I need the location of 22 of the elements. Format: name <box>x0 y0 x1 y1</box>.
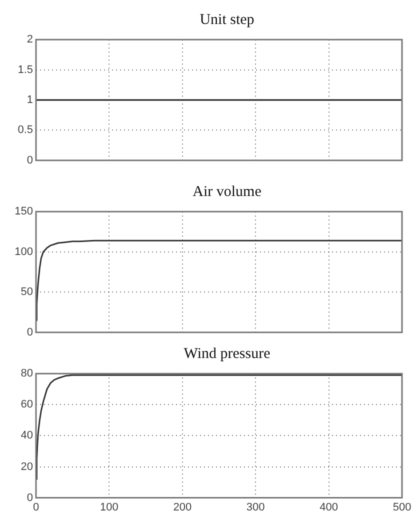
y-tick-label: 0 <box>26 154 33 166</box>
y-tick-label: 100 <box>14 246 33 258</box>
chart-title: Air volume <box>192 183 262 202</box>
y-tick-label: 20 <box>20 460 33 473</box>
x-tick-label: 300 <box>246 501 265 514</box>
y-tick-label: 1 <box>26 94 33 106</box>
x-tick-label: 200 <box>173 501 192 514</box>
x-tick-label: 400 <box>320 501 338 514</box>
y-tick-label: 80 <box>20 368 33 380</box>
y-tick-label: 0 <box>26 326 33 338</box>
y-tick-label: 150 <box>14 206 33 218</box>
x-tick-label: 500 <box>392 501 412 514</box>
y-tick-label: 40 <box>20 430 33 442</box>
y-tick-label: 0.5 <box>18 124 33 136</box>
y-tick-label: 60 <box>20 398 33 411</box>
chart-title: Wind pressure <box>182 345 272 364</box>
y-tick-label: 2 <box>26 34 33 46</box>
x-tick-label: 100 <box>100 501 118 514</box>
y-tick-label: 1.5 <box>18 64 33 76</box>
chart-title: Unit step <box>198 11 256 30</box>
y-tick-label: 0 <box>26 492 33 504</box>
y-tick-label: 50 <box>20 286 33 298</box>
